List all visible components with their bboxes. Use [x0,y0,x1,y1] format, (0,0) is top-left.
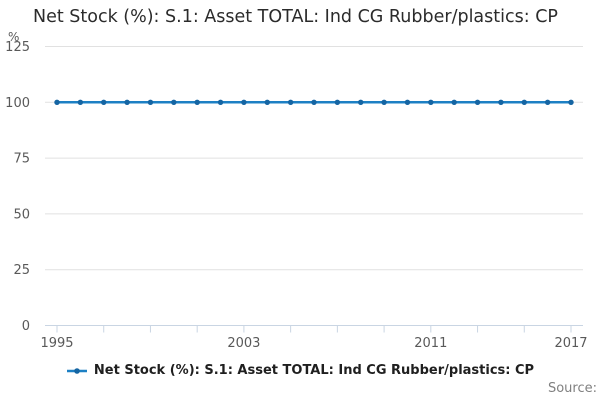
data-point-marker[interactable] [451,99,457,106]
data-point-marker[interactable] [217,99,224,106]
data-point-marker[interactable] [171,99,177,106]
data-point-marker[interactable] [264,99,270,106]
y-axis-tick-label: 75 [13,152,30,167]
legend-line-marker-icon [66,367,87,374]
data-point-marker[interactable] [474,99,481,106]
x-axis-tick-label: 2011 [414,336,447,351]
data-point-marker[interactable] [498,99,504,106]
data-point-marker[interactable] [404,99,411,106]
data-point-marker[interactable] [311,99,317,106]
data-point-marker[interactable] [544,99,551,106]
y-axis-unit-label: % [8,30,20,44]
data-point-marker[interactable] [77,99,84,106]
y-axis-tick-label: 50 [13,207,30,222]
data-point-marker[interactable] [334,99,341,106]
data-point-marker[interactable] [287,99,294,106]
y-axis-tick-label: 125 [5,40,30,55]
legend-item[interactable]: Net Stock (%): S.1: Asset TOTAL: Ind CG … [0,363,600,378]
data-point-marker[interactable] [428,99,434,106]
data-point-marker[interactable] [358,99,364,106]
chart-title: Net Stock (%): S.1: Asset TOTAL: Ind CG … [33,7,558,27]
data-point-marker[interactable] [381,99,387,106]
data-point-marker[interactable] [241,99,247,106]
y-axis-tick-label: 25 [13,263,30,278]
data-point-marker[interactable] [124,99,130,106]
source-label: Source: [547,381,597,396]
data-point-marker[interactable] [54,99,60,106]
y-axis-tick-label: 0 [22,319,30,334]
x-axis-tick-label: 1995 [40,336,73,351]
data-point-marker[interactable] [521,99,527,106]
x-axis-tick-label: 2017 [554,336,587,351]
legend-label: Net Stock (%): S.1: Asset TOTAL: Ind CG … [93,363,535,378]
data-point-marker[interactable] [101,99,107,106]
data-point-marker[interactable] [568,99,574,106]
x-axis-tick-label: 2003 [227,336,260,351]
y-axis-tick-label: 100 [5,96,30,111]
data-point-marker[interactable] [194,99,200,106]
data-point-marker[interactable] [147,99,154,106]
